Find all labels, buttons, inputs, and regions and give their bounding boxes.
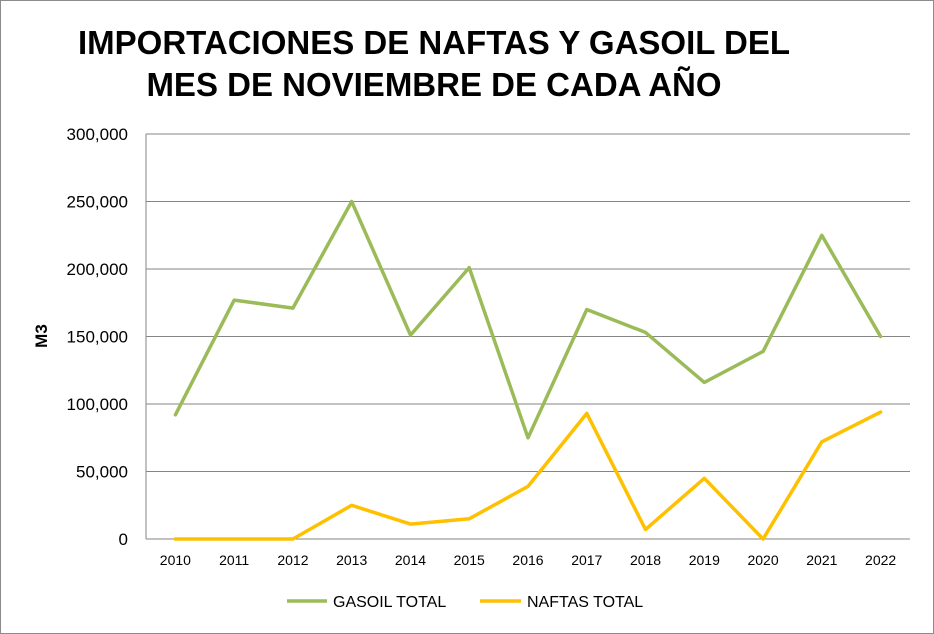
x-tick-label: 2014 bbox=[395, 552, 426, 568]
x-tick-label: 2021 bbox=[806, 552, 837, 568]
chart-title: IMPORTACIONES DE NAFTAS Y GASOIL DEL MES… bbox=[0, 22, 901, 106]
gridlines bbox=[145, 133, 910, 540]
series-line-gasoil bbox=[173, 199, 883, 440]
y-tick-label: 250,000 bbox=[67, 193, 128, 212]
y-axis-ticks: 0 50,000 100,000 150,000 200,000 250,000 300,0… bbox=[67, 125, 128, 549]
x-tick-label: 2018 bbox=[630, 552, 661, 568]
legend-label: NAFTAS TOTAL bbox=[527, 594, 643, 611]
series-lines bbox=[173, 199, 883, 541]
series-line-naftas bbox=[173, 410, 883, 541]
x-tick-label: 2016 bbox=[512, 552, 543, 568]
y-tick-label: 100,000 bbox=[67, 395, 128, 414]
x-tick-label: 2011 bbox=[219, 552, 249, 568]
chart-title-line-2: MES DE NOVIEMBRE DE CADA AÑO bbox=[146, 66, 722, 103]
x-tick-label: 2020 bbox=[747, 552, 778, 568]
y-tick-label: 300,000 bbox=[67, 125, 128, 144]
y-tick-label: 0 bbox=[119, 530, 128, 549]
y-tick-label: 50,000 bbox=[76, 463, 128, 482]
x-axis-ticks: 2010 2011 2012 2013 2014 2015 2016 2017 2018 2019… bbox=[160, 552, 897, 568]
x-tick-label: 2012 bbox=[277, 552, 308, 568]
legend: GASOIL TOTAL NAFTAS TOTAL bbox=[287, 594, 643, 611]
legend-label: GASOIL TOTAL bbox=[333, 594, 446, 611]
x-tick-label: 2010 bbox=[160, 552, 191, 568]
chart-title-line-1: IMPORTACIONES DE NAFTAS Y GASOIL DEL bbox=[77, 24, 790, 61]
x-tick-label: 2019 bbox=[689, 552, 720, 568]
x-tick-label: 2017 bbox=[571, 552, 602, 568]
y-tick-label: 200,000 bbox=[67, 260, 128, 279]
x-tick-label: 2022 bbox=[865, 552, 896, 568]
y-axis-label: M3 bbox=[32, 324, 51, 348]
x-tick-label: 2013 bbox=[336, 552, 367, 568]
x-tick-label: 2015 bbox=[454, 552, 485, 568]
y-tick-label: 150,000 bbox=[67, 328, 128, 347]
